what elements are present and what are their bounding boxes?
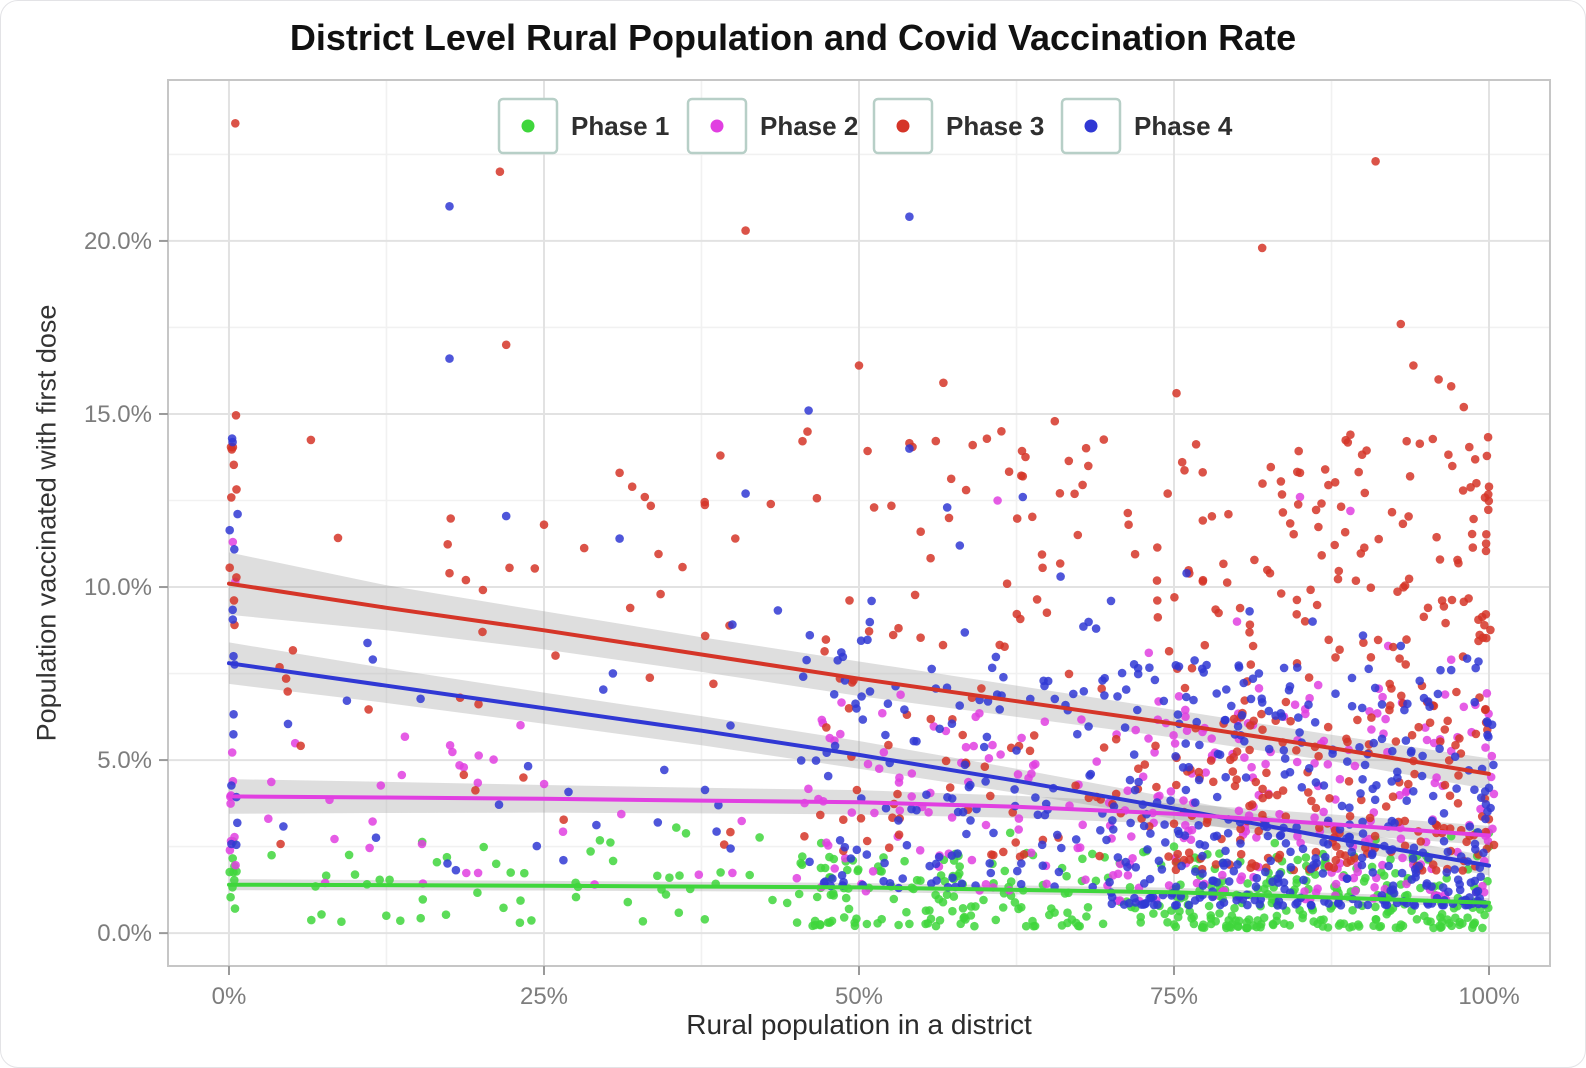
trend-line-phase-1 xyxy=(227,882,1491,905)
legend-label: Phase 4 xyxy=(1134,111,1233,141)
legend-item-phase-2: Phase 2 xyxy=(686,97,858,155)
trend-lines xyxy=(227,581,1491,905)
legend-item-phase-1: Phase 1 xyxy=(497,97,669,155)
legend-item-phase-4: Phase 4 xyxy=(1060,97,1233,155)
axis-ticks: 0% 25% 50% 75% 100% 0.0% 5.0% 10.0% 15.0% 20.0% xyxy=(84,228,1520,1010)
band-phase-4 xyxy=(228,642,1490,876)
trend-line-phase-4 xyxy=(227,661,1491,868)
x-tick-label: 0% xyxy=(212,983,247,1010)
legend-key-dot xyxy=(896,119,910,133)
trend-line-phase-3 xyxy=(227,581,1491,776)
y-tick-label: 5.0% xyxy=(97,747,152,774)
legend-key-dot xyxy=(1084,119,1098,133)
band-phase-3 xyxy=(228,552,1490,790)
legend-label: Phase 3 xyxy=(946,111,1044,141)
legend-item-phase-3: Phase 3 xyxy=(872,97,1044,155)
x-tick-label: 50% xyxy=(835,983,883,1010)
legend-key-dot xyxy=(710,119,724,133)
x-axis-title: Rural population in a district xyxy=(686,1009,1032,1040)
trend-line-phase-2 xyxy=(227,794,1491,838)
legend-label: Phase 2 xyxy=(760,111,858,141)
legend: Phase 1 Phase 2 Phase 3 Phase 4 xyxy=(497,97,1233,155)
x-tick-label: 100% xyxy=(1458,983,1519,1010)
x-tick-label: 75% xyxy=(1150,983,1198,1010)
x-tick-label: 25% xyxy=(520,983,568,1010)
y-tick-label: 0.0% xyxy=(97,920,152,947)
y-tick-label: 10.0% xyxy=(84,574,152,601)
legend-label: Phase 1 xyxy=(571,111,669,141)
band-phase-2 xyxy=(228,779,1490,846)
y-tick-label: 15.0% xyxy=(84,401,152,428)
y-axis-title: Population vaccinated with first dose xyxy=(31,304,62,742)
chart-title: District Level Rural Population and Covi… xyxy=(289,17,1297,58)
scatter-points xyxy=(225,119,1499,933)
legend-key-dot xyxy=(521,119,535,133)
y-tick-label: 20.0% xyxy=(84,228,152,255)
